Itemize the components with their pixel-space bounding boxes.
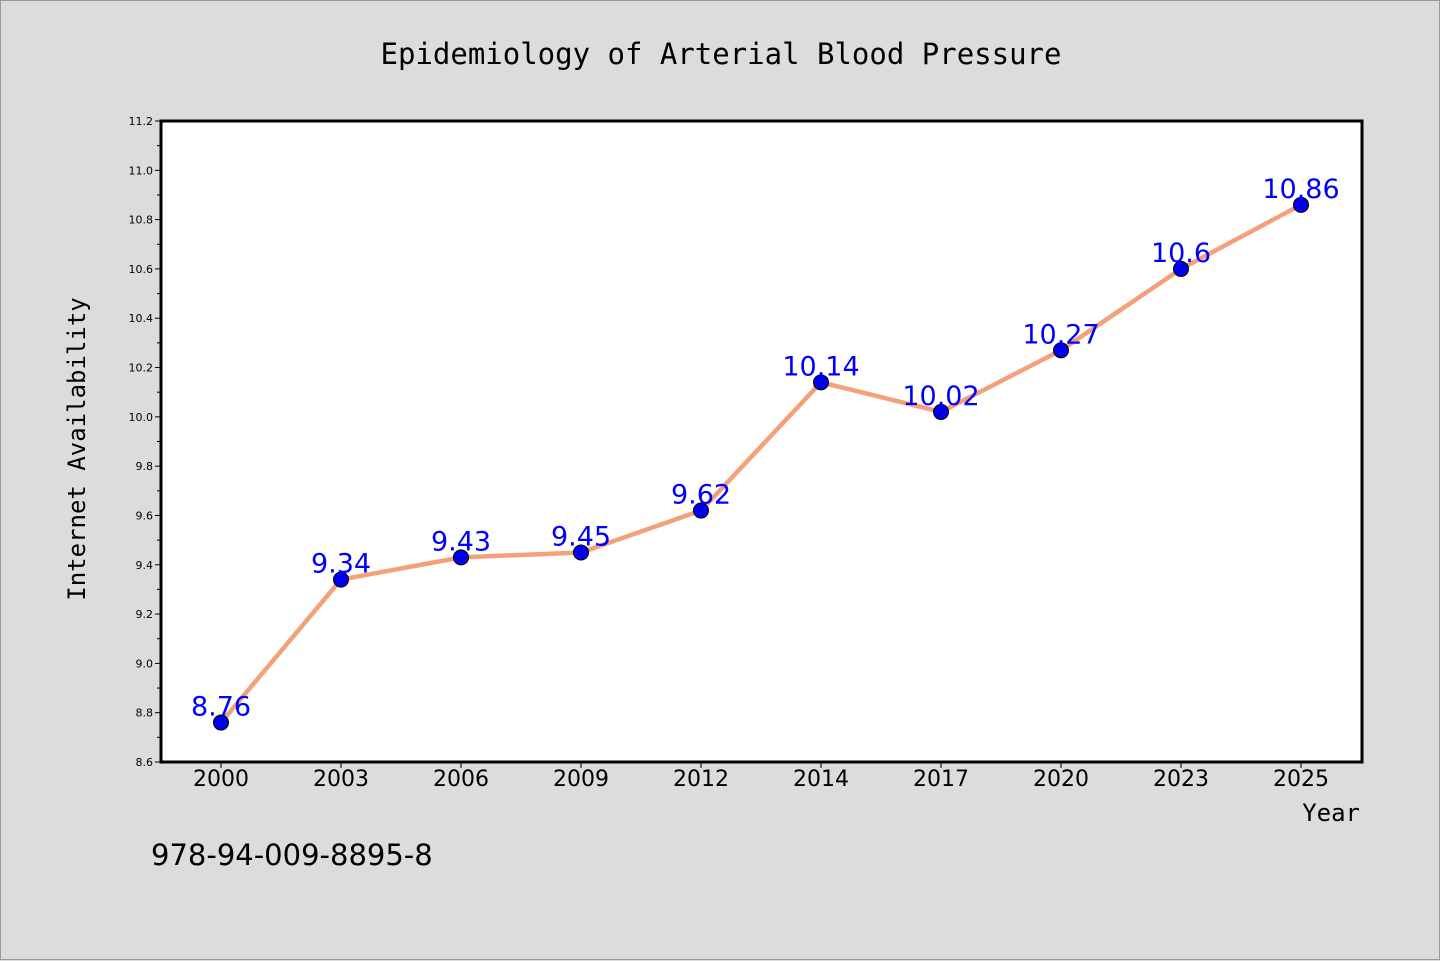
x-axis: 2000 2003 2006 2009 2012 2014 2017 2020 2023 2025: [193, 762, 1329, 792]
data-point: [213, 714, 229, 731]
data-labels: 8.76 9.34 9.43 9.45 9.62 10.14 10.02 10.27 10.6 1…: [191, 174, 1340, 723]
data-point: [1053, 342, 1069, 359]
data-markers: [213, 196, 1309, 731]
x-axis-label: Year: [1302, 799, 1360, 827]
y-tick-label: 10.2: [129, 362, 154, 375]
data-label: 10.86: [1262, 174, 1339, 205]
y-tick-label: 9.0: [136, 657, 154, 670]
y-tick-label: 10.4: [129, 312, 154, 325]
y-tick-label: 11.2: [129, 115, 154, 128]
y-tick-label: 8.8: [136, 707, 154, 720]
y-tick-label: 8.6: [136, 756, 154, 769]
data-label: 9.45: [551, 521, 611, 552]
chart-title: Epidemiology of Arterial Blood Pressure: [381, 37, 1062, 71]
data-point: [573, 544, 589, 561]
series-line-group: [219, 202, 1303, 725]
x-tick-label: 2009: [553, 767, 609, 792]
x-tick-label: 2023: [1153, 767, 1209, 792]
data-point: [813, 374, 829, 391]
y-tick-label: 9.6: [136, 509, 154, 522]
data-point: [933, 403, 949, 420]
data-label: 8.76: [191, 692, 251, 723]
y-tick-label: 9.8: [136, 460, 154, 473]
data-label: 10.14: [782, 351, 859, 382]
data-label: 10.6: [1151, 238, 1211, 269]
y-tick-label: 10.0: [129, 411, 154, 424]
y-tick-label: 11.0: [129, 164, 154, 177]
series-line: [219, 202, 1303, 725]
data-label: 9.43: [431, 526, 491, 557]
y-axis: 8.6 8.8 9.0 9.2 9.4 9.6 9.8 10.0 10.2 10.4 10.6 10.…: [129, 115, 161, 769]
y-tick-label: 10.6: [129, 263, 154, 276]
x-tick-label: 2003: [313, 767, 369, 792]
data-point: [1293, 196, 1309, 213]
data-label: 9.34: [311, 549, 371, 580]
x-tick-label: 2020: [1033, 767, 1089, 792]
y-tick-label: 9.2: [136, 608, 154, 621]
data-point: [453, 549, 469, 566]
data-point: [333, 571, 349, 588]
plot-area: [159, 119, 1364, 764]
data-label: 10.27: [1022, 319, 1099, 350]
data-label: 10.02: [902, 381, 979, 412]
data-point: [1173, 260, 1189, 277]
data-label: 9.62: [671, 480, 731, 511]
x-tick-label: 2014: [793, 767, 849, 792]
y-tick-label: 10.8: [129, 214, 154, 227]
y-tick-label: 9.4: [136, 559, 154, 572]
x-tick-label: 2012: [673, 767, 729, 792]
x-tick-label: 2006: [433, 767, 489, 792]
x-tick-label: 2000: [193, 767, 249, 792]
footer-code: 978-94-009-8895-8: [151, 838, 433, 872]
x-tick-label: 2025: [1273, 767, 1329, 792]
data-point: [693, 502, 709, 519]
x-tick-label: 2017: [913, 767, 969, 792]
y-axis-label: Internet Availability: [63, 297, 91, 600]
